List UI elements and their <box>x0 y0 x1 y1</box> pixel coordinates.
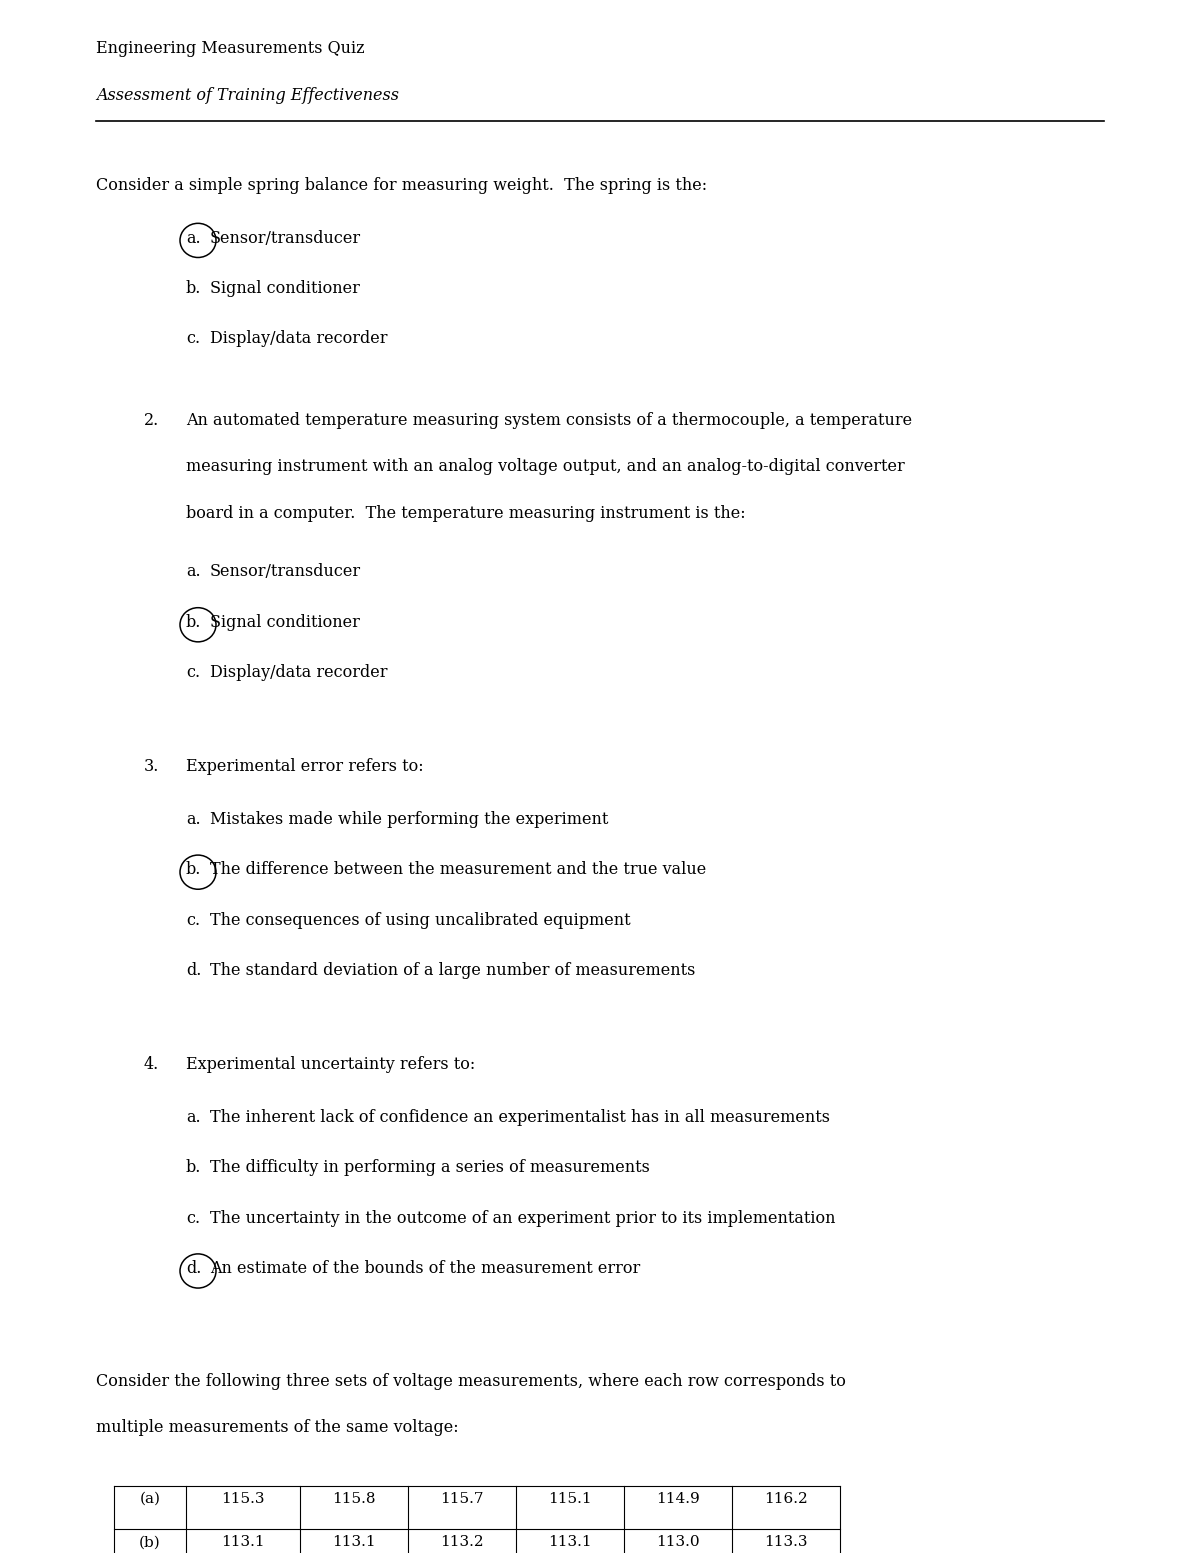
Text: b.: b. <box>186 862 202 879</box>
Text: c.: c. <box>186 331 200 348</box>
Text: Display/data recorder: Display/data recorder <box>210 331 388 348</box>
Text: a.: a. <box>186 811 200 828</box>
Text: Consider the following three sets of voltage measurements, where each row corres: Consider the following three sets of vol… <box>96 1373 846 1390</box>
Text: Sensor/transducer: Sensor/transducer <box>210 230 361 247</box>
Text: 2.: 2. <box>144 412 160 429</box>
Text: 113.2: 113.2 <box>440 1536 484 1550</box>
Text: a.: a. <box>186 230 200 247</box>
Text: b.: b. <box>186 1159 202 1176</box>
Text: b.: b. <box>186 613 202 631</box>
Text: 4.: 4. <box>144 1056 160 1073</box>
Text: The standard deviation of a large number of measurements: The standard deviation of a large number… <box>210 963 695 980</box>
Text: measuring instrument with an analog voltage output, and an analog-to-digital con: measuring instrument with an analog volt… <box>186 458 905 475</box>
Text: 113.1: 113.1 <box>548 1536 592 1550</box>
Text: b.: b. <box>186 280 202 297</box>
Text: (b): (b) <box>139 1536 161 1550</box>
Text: c.: c. <box>186 1210 200 1227</box>
Text: Sensor/transducer: Sensor/transducer <box>210 564 361 581</box>
Text: The consequences of using uncalibrated equipment: The consequences of using uncalibrated e… <box>210 912 631 929</box>
Text: Display/data recorder: Display/data recorder <box>210 665 388 682</box>
Text: The difficulty in performing a series of measurements: The difficulty in performing a series of… <box>210 1159 650 1176</box>
Text: The difference between the measurement and the true value: The difference between the measurement a… <box>210 862 707 879</box>
Text: d.: d. <box>186 1259 202 1277</box>
Text: Assessment of Training Effectiveness: Assessment of Training Effectiveness <box>96 87 398 104</box>
Text: d.: d. <box>186 963 202 980</box>
Text: 115.7: 115.7 <box>440 1492 484 1506</box>
Text: 3.: 3. <box>144 758 160 775</box>
Text: a.: a. <box>186 1109 200 1126</box>
Text: Mistakes made while performing the experiment: Mistakes made while performing the exper… <box>210 811 608 828</box>
Text: 113.3: 113.3 <box>764 1536 808 1550</box>
Text: Signal conditioner: Signal conditioner <box>210 613 360 631</box>
Text: board in a computer.  The temperature measuring instrument is the:: board in a computer. The temperature mea… <box>186 505 745 522</box>
Text: Consider a simple spring balance for measuring weight.  The spring is the:: Consider a simple spring balance for mea… <box>96 177 707 194</box>
Text: a.: a. <box>186 564 200 581</box>
Text: Experimental error refers to:: Experimental error refers to: <box>186 758 424 775</box>
Text: 113.1: 113.1 <box>221 1536 265 1550</box>
Text: The uncertainty in the outcome of an experiment prior to its implementation: The uncertainty in the outcome of an exp… <box>210 1210 835 1227</box>
Text: The inherent lack of confidence an experimentalist has in all measurements: The inherent lack of confidence an exper… <box>210 1109 830 1126</box>
Text: An automated temperature measuring system consists of a thermocouple, a temperat: An automated temperature measuring syste… <box>186 412 912 429</box>
Text: 116.2: 116.2 <box>764 1492 808 1506</box>
Text: 114.9: 114.9 <box>656 1492 700 1506</box>
Text: c.: c. <box>186 912 200 929</box>
Text: 113.0: 113.0 <box>656 1536 700 1550</box>
Text: (a): (a) <box>139 1492 161 1506</box>
Text: Experimental uncertainty refers to:: Experimental uncertainty refers to: <box>186 1056 475 1073</box>
Text: Signal conditioner: Signal conditioner <box>210 280 360 297</box>
Text: An estimate of the bounds of the measurement error: An estimate of the bounds of the measure… <box>210 1259 641 1277</box>
Text: 115.3: 115.3 <box>221 1492 265 1506</box>
Text: c.: c. <box>186 665 200 682</box>
Text: 115.1: 115.1 <box>548 1492 592 1506</box>
Text: multiple measurements of the same voltage:: multiple measurements of the same voltag… <box>96 1419 458 1437</box>
Text: 113.1: 113.1 <box>332 1536 376 1550</box>
Text: 115.8: 115.8 <box>332 1492 376 1506</box>
Text: Engineering Measurements Quiz: Engineering Measurements Quiz <box>96 40 365 57</box>
